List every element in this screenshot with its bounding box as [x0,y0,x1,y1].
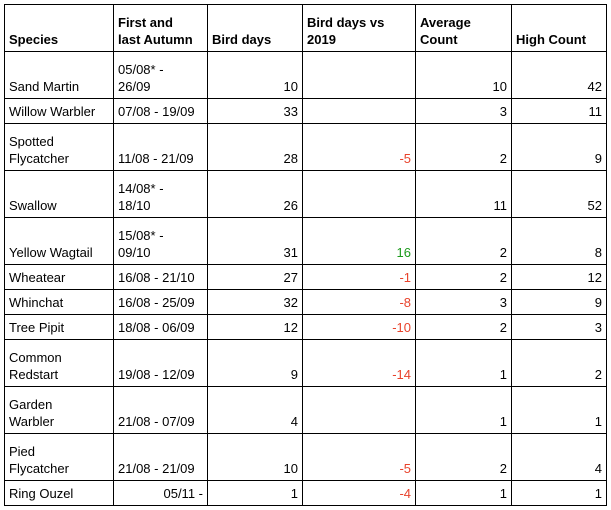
average-count-cell: 2 [415,314,512,340]
species-cell: Tree Pipit [4,314,114,340]
vs-2019-cell [302,51,416,99]
column-header-first-last: First and last Autumn [113,4,208,52]
vs-2019-cell [302,170,416,218]
species-cell: Willow Warbler [4,98,114,124]
high-count-cell: 9 [511,123,607,171]
table-row: Wheatear 16/08 - 21/10 27 -1 2 12 [4,264,607,290]
bird-days-cell: 33 [207,98,303,124]
dates-cell: 21/08 - 07/09 [113,386,208,434]
column-header-vs-2019: Bird days vs 2019 [302,4,416,52]
high-count-cell: 1 [511,480,607,506]
high-count-cell: 8 [511,217,607,265]
vs-2019-cell: -14 [302,339,416,387]
bird-days-cell: 32 [207,289,303,315]
header-row: Species First and last Autumn Bird days … [4,4,607,52]
column-header-bird-days: Bird days [207,4,303,52]
species-cell: Garden Warbler [4,386,114,434]
table-row: Ring Ouzel 05/11 - 1 -4 1 1 [4,480,607,506]
dates-cell: 11/08 - 21/09 [113,123,208,171]
bird-days-cell: 9 [207,339,303,387]
vs-2019-cell: -4 [302,480,416,506]
average-count-cell: 2 [415,433,512,481]
bird-days-cell: 27 [207,264,303,290]
average-count-cell: 3 [415,289,512,315]
table-row: Willow Warbler 07/08 - 19/09 33 3 11 [4,98,607,124]
average-count-cell: 2 [415,264,512,290]
species-cell: Pied Flycatcher [4,433,114,481]
dates-cell: 19/08 - 12/09 [113,339,208,387]
table-row: Sand Martin 05/08* - 26/09 10 10 42 [4,51,607,99]
table-body: Sand Martin 05/08* - 26/09 10 10 42 Will… [4,51,607,506]
dates-cell: 21/08 - 21/09 [113,433,208,481]
average-count-cell: 2 [415,217,512,265]
bird-days-cell: 1 [207,480,303,506]
high-count-cell: 9 [511,289,607,315]
high-count-cell: 11 [511,98,607,124]
average-count-cell: 10 [415,51,512,99]
vs-2019-cell [302,386,416,434]
vs-2019-cell: -5 [302,123,416,171]
dates-cell: 05/11 - [113,480,208,506]
dates-cell: 07/08 - 19/09 [113,98,208,124]
species-cell: Whinchat [4,289,114,315]
high-count-cell: 12 [511,264,607,290]
dates-cell: 16/08 - 25/09 [113,289,208,315]
average-count-cell: 1 [415,339,512,387]
table-row: Swallow 14/08* - 18/10 26 11 52 [4,170,607,218]
species-cell: Ring Ouzel [4,480,114,506]
table-row: Whinchat 16/08 - 25/09 32 -8 3 9 [4,289,607,315]
table-row: Spotted Flycatcher 11/08 - 21/09 28 -5 2… [4,123,607,171]
dates-cell: 16/08 - 21/10 [113,264,208,290]
table-row: Tree Pipit 18/08 - 06/09 12 -10 2 3 [4,314,607,340]
average-count-cell: 3 [415,98,512,124]
species-cell: Swallow [4,170,114,218]
vs-2019-cell: -1 [302,264,416,290]
vs-2019-cell: 16 [302,217,416,265]
table-row: Garden Warbler 21/08 - 07/09 4 1 1 [4,386,607,434]
dates-cell: 18/08 - 06/09 [113,314,208,340]
species-cell: Wheatear [4,264,114,290]
vs-2019-cell: -10 [302,314,416,340]
species-cell: Yellow Wagtail [4,217,114,265]
high-count-cell: 1 [511,386,607,434]
bird-days-cell: 31 [207,217,303,265]
table-row: Pied Flycatcher 21/08 - 21/09 10 -5 2 4 [4,433,607,481]
column-header-high-count: High Count [511,4,607,52]
average-count-cell: 2 [415,123,512,171]
column-header-species: Species [4,4,114,52]
bird-days-cell: 28 [207,123,303,171]
bird-days-cell: 26 [207,170,303,218]
species-cell: Sand Martin [4,51,114,99]
species-cell: Spotted Flycatcher [4,123,114,171]
dates-cell: 05/08* - 26/09 [113,51,208,99]
average-count-cell: 11 [415,170,512,218]
bird-days-cell: 4 [207,386,303,434]
table-row: Common Redstart 19/08 - 12/09 9 -14 1 2 [4,339,607,387]
column-header-average-count: Average Count [415,4,512,52]
vs-2019-cell: -5 [302,433,416,481]
vs-2019-cell: -8 [302,289,416,315]
high-count-cell: 52 [511,170,607,218]
species-cell: Common Redstart [4,339,114,387]
average-count-cell: 1 [415,480,512,506]
bird-days-cell: 10 [207,51,303,99]
dates-cell: 15/08* - 09/10 [113,217,208,265]
high-count-cell: 3 [511,314,607,340]
high-count-cell: 4 [511,433,607,481]
dates-cell: 14/08* - 18/10 [113,170,208,218]
table-row: Yellow Wagtail 15/08* - 09/10 31 16 2 8 [4,217,607,265]
bird-migration-table: Species First and last Autumn Bird days … [4,4,607,506]
high-count-cell: 2 [511,339,607,387]
vs-2019-cell [302,98,416,124]
high-count-cell: 42 [511,51,607,99]
average-count-cell: 1 [415,386,512,434]
bird-days-cell: 12 [207,314,303,340]
bird-days-cell: 10 [207,433,303,481]
